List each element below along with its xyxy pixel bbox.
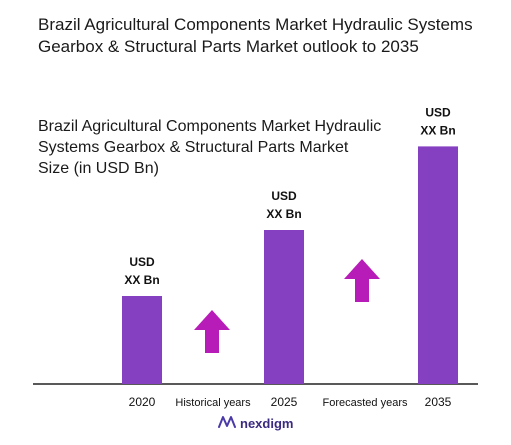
- bar-2020: [122, 296, 162, 384]
- up-arrow-icon: [344, 259, 380, 302]
- x-tick-label: 2025: [271, 395, 298, 409]
- x-tick-label: 2020: [129, 395, 156, 409]
- brand-name: nexdigm: [240, 416, 294, 431]
- period-label: Forecasted years: [323, 397, 408, 409]
- data-label: USD: [425, 105, 451, 119]
- data-label: XX Bn: [266, 207, 301, 221]
- bar-2025: [264, 230, 304, 384]
- data-label: XX Bn: [124, 273, 159, 287]
- nexdigm-logo-icon: [218, 415, 236, 432]
- data-label: USD: [129, 255, 155, 269]
- page-title: Brazil Agricultural Components Market Hy…: [38, 15, 473, 56]
- up-arrow-icon: [194, 310, 230, 353]
- chart-title: Brazil Agricultural Components Market Hy…: [38, 118, 382, 177]
- brand-logo: nexdigm: [218, 415, 293, 432]
- bar-2035: [418, 146, 458, 384]
- data-label: USD: [271, 189, 297, 203]
- period-label: Historical years: [175, 397, 251, 409]
- data-label: XX Bn: [420, 123, 455, 137]
- x-tick-label: 2035: [425, 395, 452, 409]
